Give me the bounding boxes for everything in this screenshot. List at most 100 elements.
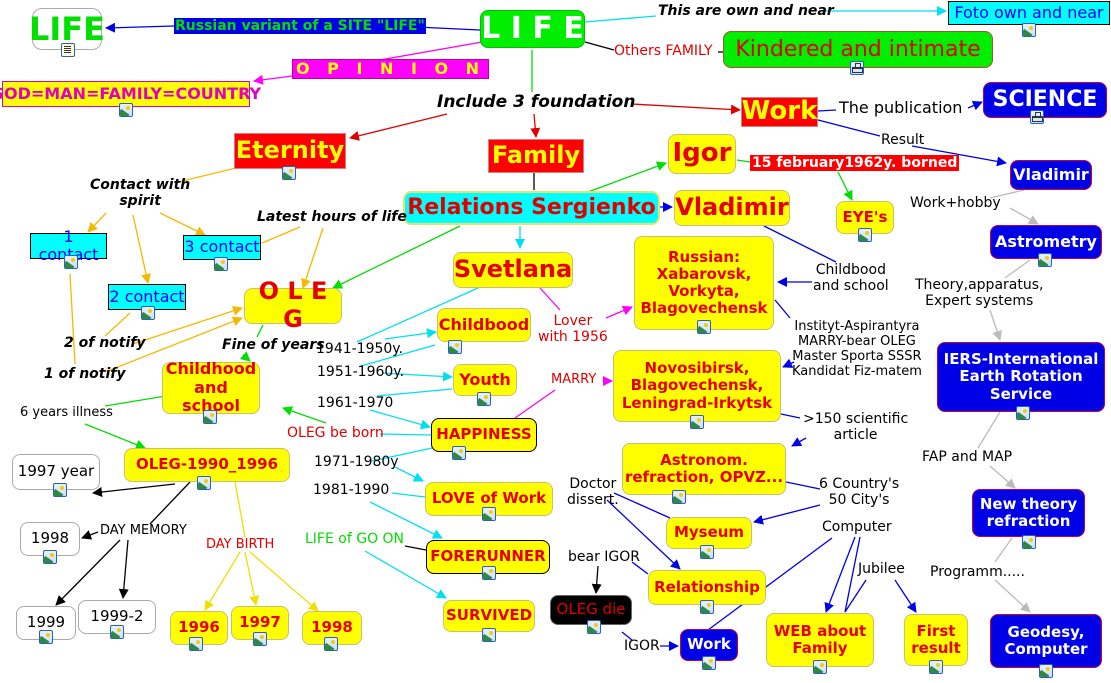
image-resource-icon[interactable] <box>697 320 711 334</box>
concept-y1996[interactable]: 1996 <box>170 611 228 645</box>
linking-phrase-latest-hours[interactable]: Latest hours of life <box>257 209 407 225</box>
image-resource-icon[interactable] <box>700 545 714 559</box>
linking-phrase-others-family[interactable]: Others FAMILY <box>614 43 713 59</box>
image-resource-icon[interactable] <box>282 166 296 180</box>
linking-phrase-childbood-school[interactable]: Childbood and school <box>813 262 889 295</box>
image-resource-icon[interactable] <box>53 483 67 497</box>
concept-foto[interactable]: Foto own and near <box>948 1 1110 25</box>
linking-phrase-programm[interactable]: Programm..... <box>930 564 1025 580</box>
linking-phrase-p1951[interactable]: 1951-1960y. <box>317 364 405 380</box>
linking-phrase-p1941[interactable]: 1941-1950y. <box>316 341 404 357</box>
image-resource-icon[interactable] <box>214 257 228 271</box>
image-resource-icon[interactable] <box>43 550 57 564</box>
image-resource-icon[interactable] <box>141 306 155 320</box>
linking-phrase-notify2[interactable]: 2 of notify <box>64 335 146 351</box>
concept-love-work[interactable]: LOVE of Work <box>425 482 553 516</box>
image-resource-icon[interactable] <box>482 628 496 642</box>
image-resource-icon[interactable] <box>64 255 78 269</box>
image-resource-icon[interactable] <box>1022 23 1036 37</box>
concept-relations[interactable]: Relations Sergienko <box>403 191 660 225</box>
concept-happiness[interactable]: HAPPINESS <box>431 418 537 452</box>
concept-eternity[interactable]: Eternity <box>234 133 346 169</box>
concept-map-resource-icon[interactable] <box>1030 110 1044 124</box>
concept-iers[interactable]: IERS-International Earth Rotation Servic… <box>937 342 1105 412</box>
image-resource-icon[interactable] <box>324 637 338 651</box>
concept-geodesy[interactable]: Geodesy, Computer <box>990 614 1102 668</box>
concept-astronom[interactable]: Astronom. refraction, OPVZ... <box>622 443 786 495</box>
linking-phrase-fap[interactable]: FAP and MAP <box>922 449 1013 465</box>
image-resource-icon[interactable] <box>858 228 872 242</box>
linking-phrase-opinion[interactable]: O P I N I O N <box>292 59 490 80</box>
concept-childbood[interactable]: Childbood <box>437 308 531 342</box>
linking-phrase-day-memory[interactable]: DAY MEMORY <box>100 523 187 538</box>
image-resource-icon[interactable] <box>1016 406 1030 420</box>
linking-phrase-fine-years[interactable]: Fine of years <box>222 337 325 353</box>
image-resource-icon[interactable] <box>203 410 217 424</box>
image-resource-icon[interactable] <box>813 660 827 674</box>
concept-life-main[interactable]: L I F E <box>480 10 585 48</box>
image-resource-icon[interactable] <box>700 600 714 614</box>
image-resource-icon[interactable] <box>1022 535 1036 549</box>
concept-science[interactable]: SCIENCE <box>983 82 1107 118</box>
linking-phrase-doctor[interactable]: Doctor dissert. <box>567 476 619 509</box>
concept-kindered[interactable]: Kindered and intimate <box>723 31 993 68</box>
image-resource-icon[interactable] <box>119 103 133 117</box>
linking-phrase-p1961[interactable]: 1961-1970 <box>317 395 394 411</box>
concept-russian[interactable]: Russian: Xabarovsk, Vorkyta, Blagovechen… <box>634 236 774 330</box>
linking-phrase-computer[interactable]: Computer <box>822 519 892 535</box>
image-resource-icon[interactable] <box>448 340 462 354</box>
image-resource-icon[interactable] <box>110 625 124 639</box>
image-resource-icon[interactable] <box>1039 664 1053 678</box>
linking-phrase-go-on[interactable]: LIFE of GO ON <box>305 531 405 547</box>
linking-phrase-work-hobby[interactable]: Work+hobby <box>910 195 1001 211</box>
image-resource-icon[interactable] <box>253 632 267 646</box>
linking-phrase-include[interactable]: Include 3 foundation <box>437 92 636 112</box>
linking-phrase-bear-igor[interactable]: bear IGOR <box>568 549 641 565</box>
image-resource-icon[interactable] <box>482 507 496 521</box>
concept-w1999-2[interactable]: 1999-2 <box>78 600 156 634</box>
image-resource-icon[interactable] <box>452 446 466 460</box>
image-resource-icon[interactable] <box>482 566 496 580</box>
linking-phrase-marry[interactable]: MARRY <box>551 372 597 387</box>
concept-svetlana[interactable]: Svetlana <box>453 252 573 288</box>
linking-phrase-notify1[interactable]: 1 of notify <box>44 366 126 382</box>
image-resource-icon[interactable] <box>690 415 704 429</box>
linking-phrase-illness[interactable]: 6 years illness <box>20 405 113 420</box>
concept-work-top[interactable]: Work <box>741 96 818 127</box>
image-resource-icon[interactable] <box>672 490 686 504</box>
linking-phrase-lover[interactable]: Lover with 1956 <box>538 313 608 346</box>
concept-year1997[interactable]: 1997 year <box>12 454 100 490</box>
concept-survived[interactable]: SURVIVED <box>443 600 535 632</box>
linking-phrase-jubilee[interactable]: Jubilee <box>858 561 905 577</box>
image-resource-icon[interactable] <box>197 476 211 490</box>
concept-y1997[interactable]: 1997 <box>231 606 289 640</box>
linking-phrase-day-birth[interactable]: DAY BIRTH <box>206 537 275 552</box>
linking-phrase-publication[interactable]: The publication <box>839 98 963 117</box>
image-resource-icon[interactable] <box>1038 253 1052 267</box>
image-resource-icon[interactable] <box>587 620 601 634</box>
linking-phrase-p1971[interactable]: 1971-1980y <box>314 454 399 470</box>
document-resource-icon[interactable] <box>61 43 75 57</box>
concept-map-resource-icon[interactable] <box>850 61 864 75</box>
linking-phrase-theory[interactable]: Theory,apparatus, Expert systems <box>915 277 1044 310</box>
image-resource-icon[interactable] <box>189 637 203 651</box>
concept-w1999[interactable]: 1999 <box>16 606 76 640</box>
concept-family[interactable]: Family <box>488 139 584 173</box>
linking-phrase-oleg-born[interactable]: OLEG be born <box>287 425 384 441</box>
linking-phrase-contact-spirit[interactable]: Contact with spirit <box>90 177 191 210</box>
concept-web-family[interactable]: WEB about Family <box>766 613 874 667</box>
concept-oleg[interactable]: O L E G <box>244 278 342 333</box>
concept-new-theory[interactable]: New theory refraction <box>972 489 1085 537</box>
image-resource-icon[interactable] <box>477 392 491 406</box>
linking-phrase-institut[interactable]: Instityt-Aspirantyra MARRY-bear OLEG Mas… <box>792 319 922 379</box>
concept-vladimir-yellow[interactable]: Vladimir <box>674 190 790 226</box>
linking-phrase-p1981[interactable]: 1981-1990 <box>313 482 390 498</box>
linking-phrase-own-near[interactable]: This are own and near <box>658 3 834 19</box>
linking-phrase-result[interactable]: Result <box>881 132 925 148</box>
concept-first-result[interactable]: First result <box>904 614 968 666</box>
image-resource-icon[interactable] <box>702 656 716 670</box>
image-resource-icon[interactable] <box>39 630 53 644</box>
concept-igor[interactable]: Igor <box>668 134 736 174</box>
image-resource-icon[interactable] <box>929 660 943 674</box>
concept-novosibirsk[interactable]: Novosibirsk, Blagovechensk, Leningrad-Ir… <box>613 350 781 422</box>
